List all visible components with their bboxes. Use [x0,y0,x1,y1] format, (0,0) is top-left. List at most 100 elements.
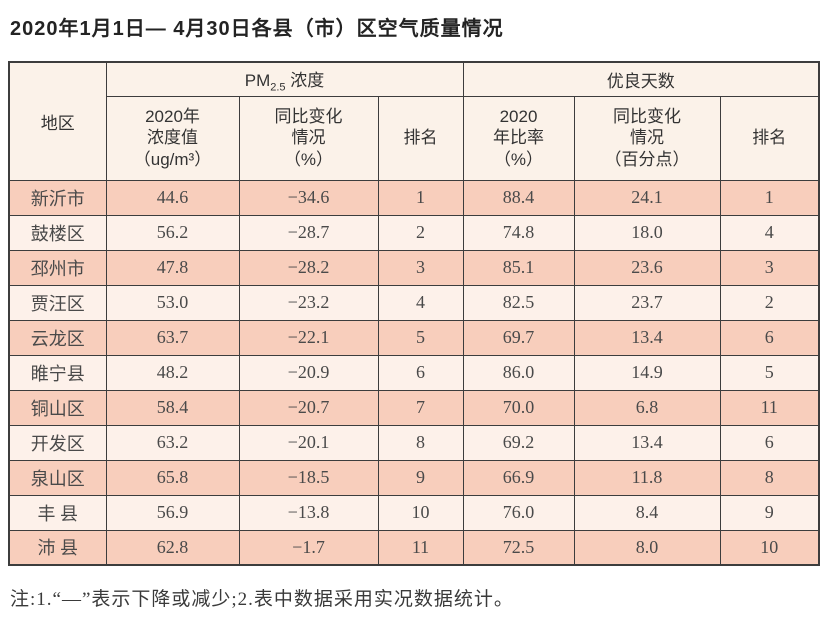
days-change-cell: 8.4 [573,494,721,531]
table-header: 地区 PM2.5 浓度 优良天数 2020年 浓度值 （ug/m³） 同比变化 … [8,61,820,181]
header-pm-value: 2020年 浓度值 （ug/m³） [105,95,240,181]
days-rate-cell: 86.0 [462,354,575,391]
table-row: 云龙区 63.7 −22.1 5 69.7 13.4 6 [8,319,820,356]
header-pm25-group: PM2.5 浓度 [105,61,464,97]
pm-value-cell: 63.7 [105,319,240,356]
pm-change-cell: −13.8 [238,494,379,531]
region-cell: 沛 县 [8,529,107,566]
pm-change-cell: −23.2 [238,284,379,321]
pm-rank-cell: 8 [377,424,464,461]
pm-value-cell: 47.8 [105,249,240,286]
footnote: 注:1.“—”表示下降或减少;2.表中数据采用实况数据统计。 [10,589,514,610]
region-cell: 开发区 [8,424,107,461]
days-rate-cell: 76.0 [462,494,575,531]
days-change-cell: 8.0 [573,529,721,566]
header-region: 地区 [8,61,107,181]
pm-value-cell: 56.9 [105,494,240,531]
days-change-cell: 11.8 [573,459,721,496]
table-row: 沛 县 62.8 −1.7 11 72.5 8.0 10 [8,529,820,566]
region-cell: 泉山区 [8,459,107,496]
days-rank-cell: 9 [719,494,820,531]
region-cell: 邳州市 [8,249,107,286]
table-row: 贾汪区 53.0 −23.2 4 82.5 23.7 2 [8,284,820,321]
pm-change-cell: −20.1 [238,424,379,461]
region-cell: 鼓楼区 [8,214,107,251]
days-rank-cell: 2 [719,284,820,321]
table-row: 新沂市 44.6 −34.6 1 88.4 24.1 1 [8,179,820,216]
days-rank-cell: 10 [719,529,820,566]
days-rank-cell: 8 [719,459,820,496]
days-rate-cell: 85.1 [462,249,575,286]
days-rate-cell: 82.5 [462,284,575,321]
days-change-cell: 13.4 [573,424,721,461]
days-change-cell: 14.9 [573,354,721,391]
region-cell: 睢宁县 [8,354,107,391]
pm-rank-cell: 7 [377,389,464,426]
days-rate-cell: 66.9 [462,459,575,496]
days-rank-cell: 1 [719,179,820,216]
header-days-rank: 排名 [719,95,820,181]
table-row: 邳州市 47.8 −28.2 3 85.1 23.6 3 [8,249,820,286]
days-rate-cell: 74.8 [462,214,575,251]
days-change-cell: 6.8 [573,389,721,426]
pm-change-cell: −28.2 [238,249,379,286]
page-title: 2020年1月1日— 4月30日各县（市）区空气质量情况 [10,18,504,40]
region-cell: 新沂市 [8,179,107,216]
header-days-rate: 2020 年比率 （%） [462,95,575,181]
region-cell: 铜山区 [8,389,107,426]
region-cell: 云龙区 [8,319,107,356]
pm-change-cell: −20.7 [238,389,379,426]
pm-change-cell: −28.7 [238,214,379,251]
pm-change-cell: −1.7 [238,529,379,566]
pm-rank-cell: 4 [377,284,464,321]
pm-value-cell: 58.4 [105,389,240,426]
days-rank-cell: 5 [719,354,820,391]
days-rank-cell: 6 [719,319,820,356]
days-change-cell: 24.1 [573,179,721,216]
days-rate-cell: 88.4 [462,179,575,216]
header-days-change: 同比变化 情况 （百分点） [573,95,721,181]
days-rank-cell: 4 [719,214,820,251]
pm25-label-main: PM [244,70,271,90]
pm-value-cell: 44.6 [105,179,240,216]
table-row: 泉山区 65.8 −18.5 9 66.9 11.8 8 [8,459,820,496]
pm-change-cell: −18.5 [238,459,379,496]
table-row: 鼓楼区 56.2 −28.7 2 74.8 18.0 4 [8,214,820,251]
pm25-label-sub: 2.5 [270,80,286,93]
pm-rank-cell: 2 [377,214,464,251]
pm-change-cell: −34.6 [238,179,379,216]
days-rank-cell: 6 [719,424,820,461]
air-quality-table: 地区 PM2.5 浓度 优良天数 2020年 浓度值 （ug/m³） 同比变化 … [8,61,821,566]
header-pm-rank: 排名 [377,95,464,181]
header-sub-row: 2020年 浓度值 （ug/m³） 同比变化 情况 （%） 排名 2020 年比… [9,95,820,181]
days-rate-cell: 70.0 [462,389,575,426]
days-rate-cell: 69.2 [462,424,575,461]
days-rate-cell: 72.5 [462,529,575,566]
region-cell: 贾汪区 [8,284,107,321]
region-cell: 丰 县 [8,494,107,531]
pm-value-cell: 63.2 [105,424,240,461]
pm25-label-rest: 浓度 [285,70,325,90]
pm-rank-cell: 3 [377,249,464,286]
pm-rank-cell: 11 [377,529,464,566]
pm-value-cell: 56.2 [105,214,240,251]
header-group-row: 地区 PM2.5 浓度 优良天数 [8,61,820,181]
pm-change-cell: −22.1 [238,319,379,356]
table-row: 铜山区 58.4 −20.7 7 70.0 6.8 11 [8,389,820,426]
table-row: 睢宁县 48.2 −20.9 6 86.0 14.9 5 [8,354,820,391]
days-change-cell: 23.7 [573,284,721,321]
pm-value-cell: 48.2 [105,354,240,391]
pm-value-cell: 62.8 [105,529,240,566]
table-row: 丰 县 56.9 −13.8 10 76.0 8.4 9 [8,494,820,531]
pm-rank-cell: 6 [377,354,464,391]
table-body: 新沂市 44.6 −34.6 1 88.4 24.1 1 鼓楼区 56.2 −2… [8,179,820,566]
days-change-cell: 23.6 [573,249,721,286]
pm-value-cell: 65.8 [105,459,240,496]
pm-value-cell: 53.0 [105,284,240,321]
days-change-cell: 13.4 [573,319,721,356]
header-pm-change: 同比变化 情况 （%） [238,95,379,181]
days-change-cell: 18.0 [573,214,721,251]
pm-rank-cell: 5 [377,319,464,356]
days-rate-cell: 69.7 [462,319,575,356]
